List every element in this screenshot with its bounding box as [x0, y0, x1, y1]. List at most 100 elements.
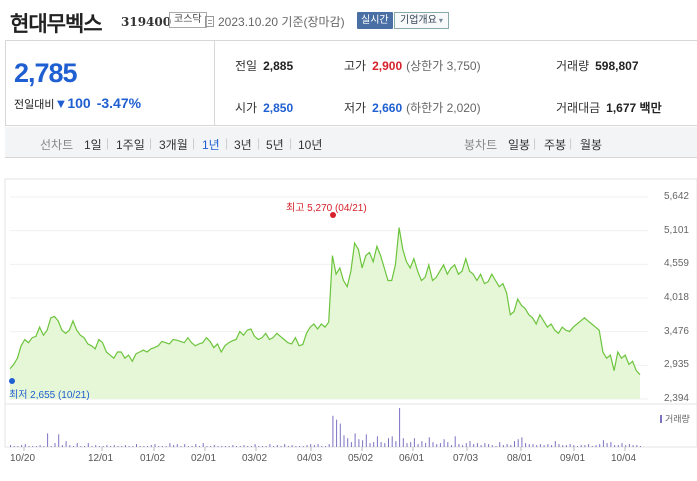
volume-bar	[173, 445, 175, 448]
volume-bar	[24, 444, 26, 447]
volume-bar	[132, 446, 134, 447]
volume-bar	[406, 443, 408, 447]
volume-bar	[347, 438, 349, 447]
volume-bar	[87, 443, 89, 447]
volume-bar	[425, 443, 427, 447]
volume-bar	[465, 443, 467, 447]
volume-bar	[113, 445, 115, 448]
date-suffix: 기준(장마감)	[281, 15, 345, 29]
volume-bar	[232, 445, 234, 448]
volume-bar	[484, 443, 486, 447]
volume-bar	[239, 446, 241, 447]
tab-monthly[interactable]: 월봉	[580, 138, 603, 152]
low-price: 저가 2,660 (하한가 2,020)	[344, 99, 481, 116]
volume-bar	[591, 446, 593, 447]
volume-bar	[640, 446, 641, 447]
volume-bar	[391, 436, 393, 447]
price-change: 전일대비▼100 -3.47%	[14, 95, 141, 112]
y-tick-label: 3,476	[663, 325, 689, 337]
volume-bar	[569, 444, 571, 447]
candle-chart-label: 봉차트	[464, 138, 498, 152]
volume-bar	[50, 446, 52, 447]
price-area	[10, 227, 640, 399]
volume-bar	[621, 443, 623, 447]
change-label: 전일대비	[14, 99, 55, 111]
volume-bar	[110, 446, 112, 447]
y-tick-label: 4,018	[663, 292, 689, 303]
volume-bar	[454, 436, 456, 447]
volume-bar	[502, 445, 504, 448]
upper-limit: (상한가 3,750)	[406, 59, 481, 73]
volume-bar	[43, 446, 45, 447]
tab-1w[interactable]: 1주일	[116, 138, 145, 152]
y-tick-label: 5,101	[663, 224, 689, 236]
volume-bar	[562, 445, 564, 448]
volume-bar	[302, 446, 304, 447]
y-tick-label: 2,394	[663, 393, 689, 404]
volume-bar	[291, 445, 293, 448]
x-tick-label: 01/02	[140, 453, 166, 464]
volume-bar	[380, 442, 382, 447]
prev-close: 전일 2,885	[235, 57, 293, 74]
volume-bar	[217, 446, 219, 447]
tab-3m[interactable]: 3개월	[159, 138, 188, 152]
tab-5y[interactable]: 5년	[266, 138, 284, 152]
volume-bar	[595, 445, 597, 448]
current-price: 2,785	[14, 58, 78, 88]
volume-bar	[602, 440, 604, 447]
chevron-down-icon: ▾	[438, 16, 443, 25]
volume-bar	[439, 443, 441, 447]
volume-bar	[362, 440, 364, 447]
volume-bar	[354, 433, 356, 447]
tab-3y[interactable]: 3년	[234, 138, 252, 152]
volume-bar	[436, 444, 438, 447]
line-chart-label: 선차트	[40, 138, 74, 152]
volume-bar	[350, 442, 352, 447]
amount-unit: 백만	[639, 101, 662, 115]
amount-value: 1,677	[606, 101, 637, 115]
price-chart[interactable]: 5,642 5,101 4,559 4,018 3,476 2,935 2,394 10/2…	[0, 160, 697, 481]
tab-1d[interactable]: 1일	[84, 138, 102, 152]
volume-bar	[32, 446, 34, 447]
high-annotation: 최고 5,270 (04/21)	[286, 203, 367, 214]
tab-1y[interactable]: 1년	[202, 138, 220, 152]
volume-bar	[532, 444, 534, 447]
volume-bar	[154, 444, 156, 447]
high-marker	[330, 212, 336, 218]
tab-10y[interactable]: 10년	[298, 138, 323, 152]
volume-bar	[176, 444, 178, 447]
volume-bar	[69, 445, 71, 448]
volume-bar	[265, 446, 267, 447]
volume-bar	[402, 438, 404, 447]
volume-bar	[473, 444, 475, 447]
volume-bar	[554, 441, 556, 447]
y-tick-label: 5,642	[663, 191, 689, 202]
x-tick-label: 09/01	[560, 453, 586, 464]
calendar-icon	[205, 16, 214, 27]
volume-bar	[499, 442, 501, 447]
volume-bar	[488, 444, 490, 447]
x-tick-label: 07/03	[453, 453, 479, 464]
volume-bar	[284, 444, 286, 447]
tab-daily[interactable]: 일봉	[508, 138, 531, 152]
volume-bar	[299, 446, 301, 447]
low-value: 2,660	[372, 101, 403, 115]
volume-bar	[47, 433, 49, 447]
volume-bar	[254, 444, 256, 447]
volume-bar	[614, 445, 616, 448]
open-label: 시가	[235, 101, 258, 115]
volume-bar	[539, 444, 541, 447]
volume-bar	[410, 442, 412, 447]
volume-bar	[106, 445, 108, 448]
x-tick-label: 12/01	[88, 453, 114, 464]
volume-bar	[158, 446, 160, 447]
realtime-button[interactable]: 실시간	[357, 12, 393, 29]
x-tick-label: 02/01	[191, 453, 217, 464]
volume-bar	[102, 446, 104, 447]
tab-weekly[interactable]: 주봉	[544, 138, 567, 152]
company-info-dropdown[interactable]: 기업개요 ▾	[394, 12, 449, 29]
volume-bar	[95, 445, 97, 448]
volume-bar	[632, 445, 634, 448]
volume-bar	[480, 445, 482, 448]
divider: |	[192, 136, 196, 150]
